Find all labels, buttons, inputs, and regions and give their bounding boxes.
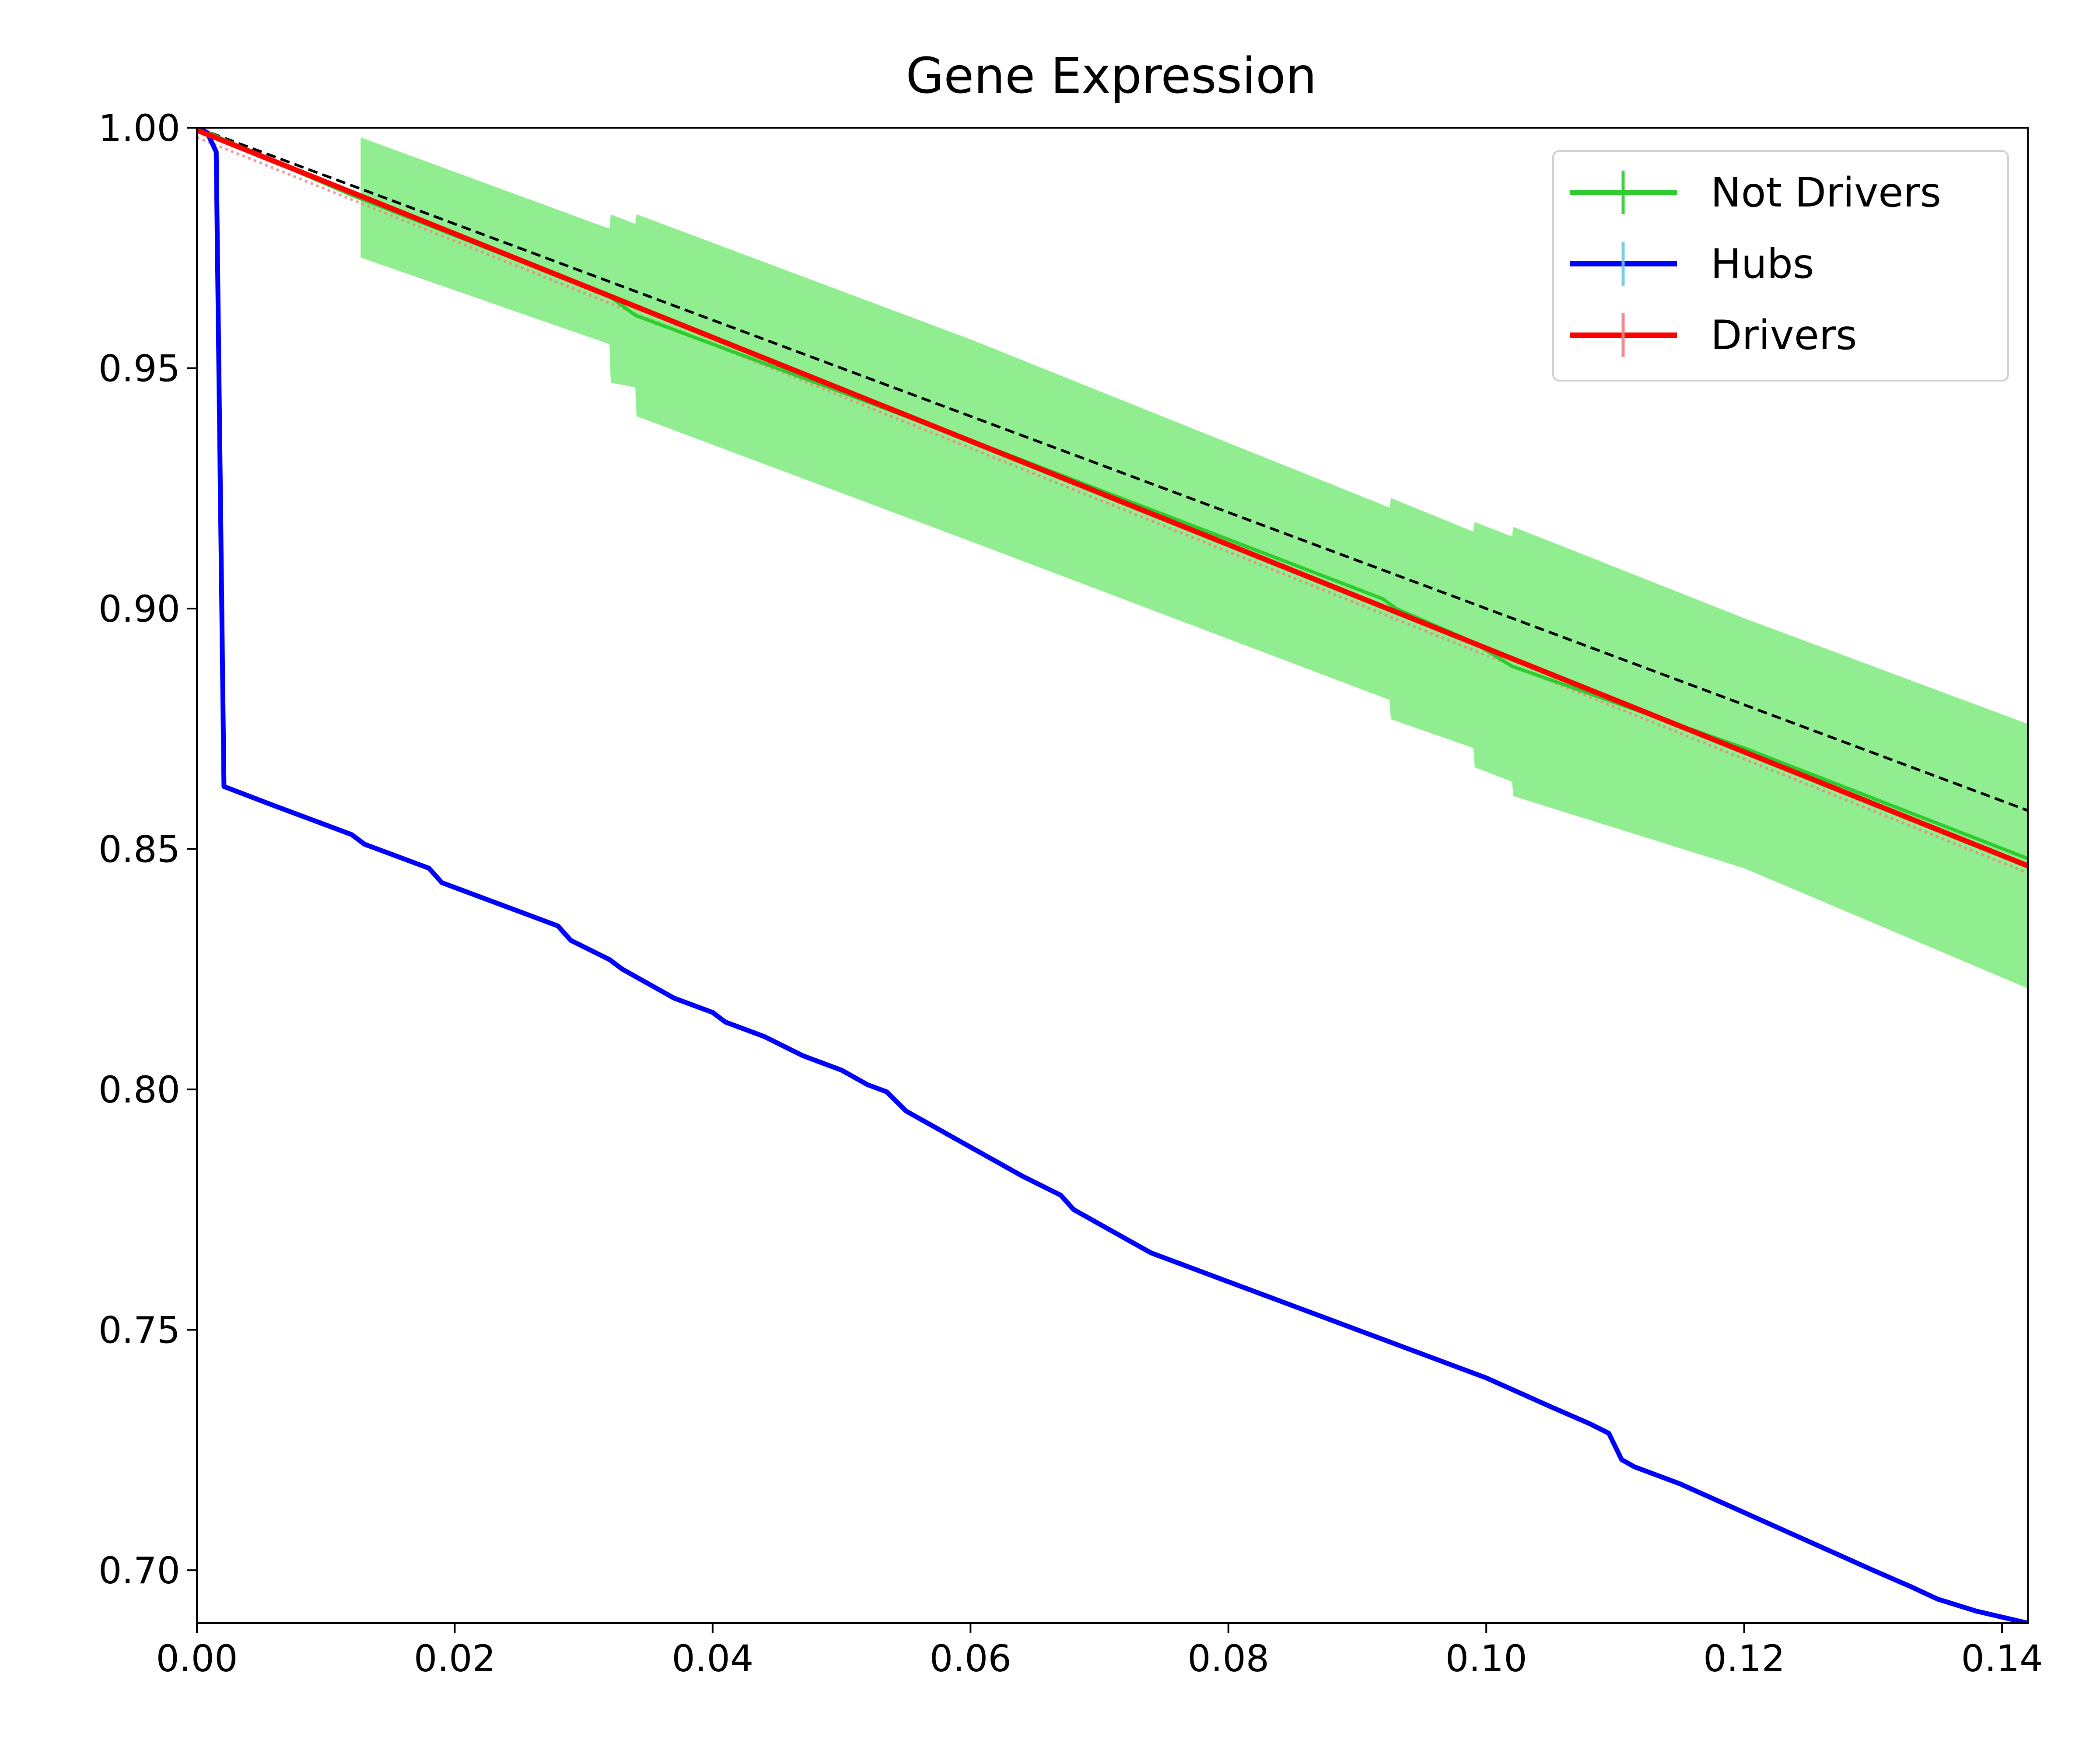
legend-label: Not Drivers [1711,169,1941,216]
y-tick-label: 1.00 [98,107,180,150]
legend: Not Drivers Hubs Drivers [1552,150,2009,382]
x-tick-label: 0.04 [672,1637,753,1680]
legend-label: Drivers [1711,312,1857,359]
x-tick-label: 0.00 [156,1637,238,1680]
x-tick-label: 0.14 [1961,1637,2043,1680]
drivers-line [197,128,2028,868]
plot-area [197,128,2028,1623]
x-tick-label: 0.08 [1187,1637,1269,1680]
y-tick-label: 0.95 [98,347,180,390]
x-tick-label: 0.10 [1446,1637,1527,1680]
x-tick-label: 0.06 [930,1637,1012,1680]
y-tick-label: 0.90 [98,588,180,630]
y-tick-label: 0.85 [98,828,180,871]
not-drivers-confidence-band [360,137,2028,989]
chart-title: Gene Expression [906,48,1316,105]
x-tick-label: 0.12 [1703,1637,1785,1680]
legend-label: Hubs [1711,240,1814,287]
axes-frame [196,127,2029,1624]
y-tick-label: 0.70 [98,1549,180,1592]
drivers-errorbar-hint [197,136,2028,875]
axes: 0.00 0.02 0.04 0.06 0.08 0.10 0.12 0.14 0.70 0.75… [98,107,2043,1680]
y-tick-label: 0.75 [98,1309,180,1352]
legend-box [1552,150,2009,382]
reference-dashed-line [197,128,2028,812]
y-tick-label: 0.80 [98,1068,180,1111]
x-tick-label: 0.02 [414,1637,496,1680]
hubs-line [197,128,2028,1623]
